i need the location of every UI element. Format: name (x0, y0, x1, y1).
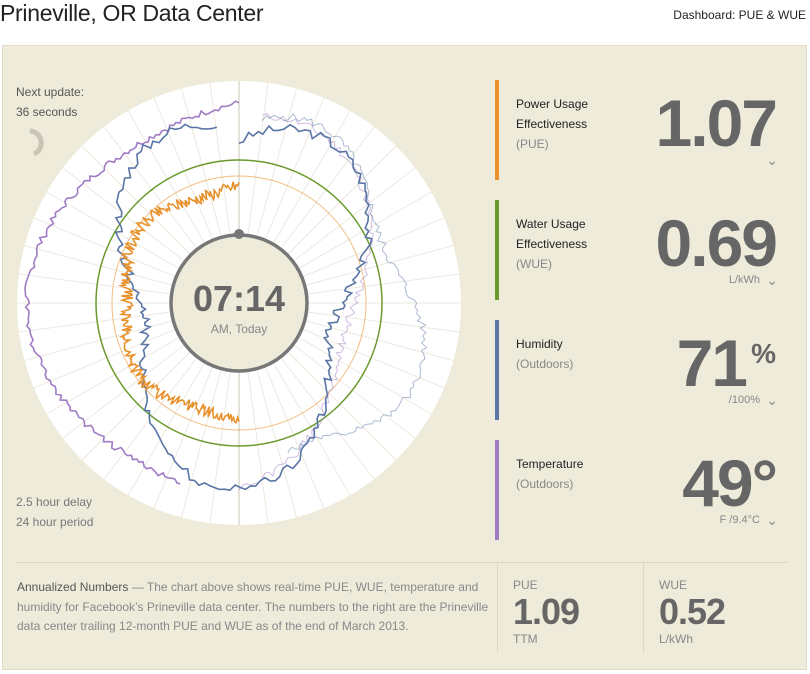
temperature-chevron-down-icon[interactable]: ⌄ (766, 512, 778, 528)
bottom-divider (16, 562, 789, 563)
temperature-color-bar (495, 440, 499, 540)
humidity-percent: % (751, 338, 776, 369)
wue-sub: (WUE) (516, 257, 552, 271)
humidity-sub: (Outdoors) (516, 357, 574, 371)
ttm-pue: PUE 1.09 TTM (513, 578, 580, 646)
metric-wue[interactable]: Water Usage Effectiveness (WUE) 0.69 L/k… (495, 200, 780, 300)
temperature-series (24, 100, 240, 485)
humidity-color-bar (495, 320, 499, 420)
page-title: Prineville, OR Data Center (0, 0, 264, 26)
bottom-divider-2 (643, 563, 644, 653)
pue-label: Power Usage (516, 97, 589, 111)
ttm-pue-unit: TTM (513, 632, 538, 646)
humidity-value: 71 (676, 326, 748, 400)
chart-delay-info: 2.5 hour delay 24 hour period (16, 492, 93, 532)
delay-text: 2.5 hour delay (16, 495, 93, 509)
temperature-unit: F /9.4°C (719, 514, 760, 526)
ttm-wue-label: WUE (659, 578, 687, 592)
temperature-value: 49° (682, 446, 778, 520)
ttm-wue-value: 0.52 (659, 591, 726, 632)
refresh-spinner-icon (29, 128, 44, 157)
clock-hand-dot (234, 229, 244, 239)
next-update-value: 36 seconds (16, 105, 78, 119)
next-update-label: Next update: (16, 85, 85, 99)
wue-chevron-down-icon[interactable]: ⌄ (766, 272, 778, 288)
annualized-title: Annualized Numbers (17, 580, 129, 594)
ttm-wue: WUE 0.52 L/kWh (659, 578, 726, 646)
ttm-pue-label: PUE (513, 578, 538, 592)
humidity-chevron-down-icon[interactable]: ⌄ (766, 392, 778, 408)
next-update: Next update: 36 seconds (16, 82, 84, 122)
wue-label: Water Usage (516, 217, 586, 231)
pue-color-bar (495, 80, 499, 180)
wue-label-2: Effectiveness (516, 237, 588, 251)
pue-value: 1.07 (655, 86, 778, 160)
wue-ring (95, 159, 383, 447)
wue-value: 0.69 (655, 206, 778, 280)
humidity-series (114, 123, 373, 492)
temperature-label: Temperature (516, 457, 584, 471)
bottom-divider-1 (497, 563, 498, 653)
annualized-text: — The chart above shows real-time PUE, W… (17, 580, 489, 633)
pue-series (117, 181, 240, 424)
metric-temperature[interactable]: Temperature (Outdoors) 49° F /9.4°C ⌄ (495, 440, 780, 540)
dashboard-label[interactable]: Dashboard: PUE & WUE (673, 8, 806, 22)
metric-pue[interactable]: Power Usage Effectiveness (PUE) 1.07 ⌄ (495, 80, 780, 180)
pue-chevron-down-icon[interactable]: ⌄ (766, 152, 778, 168)
humidity-unit: /100% (728, 394, 760, 406)
metric-humidity[interactable]: Humidity (Outdoors) 71 % /100% ⌄ (495, 320, 780, 420)
ttm-wue-unit: L/kWh (659, 632, 694, 646)
pue-label-2: Effectiveness (516, 117, 588, 131)
wue-color-bar (495, 200, 499, 300)
period-text: 24 hour period (16, 515, 94, 529)
temperature-sub: (Outdoors) (516, 477, 574, 491)
wue-unit: L/kWh (728, 274, 760, 286)
pue-ring (111, 175, 367, 431)
clock-subtitle: AM, Today (211, 322, 267, 336)
ttm-pue-value: 1.09 (513, 591, 580, 632)
pue-sub: (PUE) (516, 137, 549, 151)
humidity-label: Humidity (516, 337, 563, 351)
humidity-series-faint (261, 112, 428, 454)
clock-time: 07:14 (193, 278, 285, 319)
temperature-series-faint (238, 112, 374, 491)
annualized-description: Annualized Numbers — The chart above sho… (17, 578, 489, 637)
